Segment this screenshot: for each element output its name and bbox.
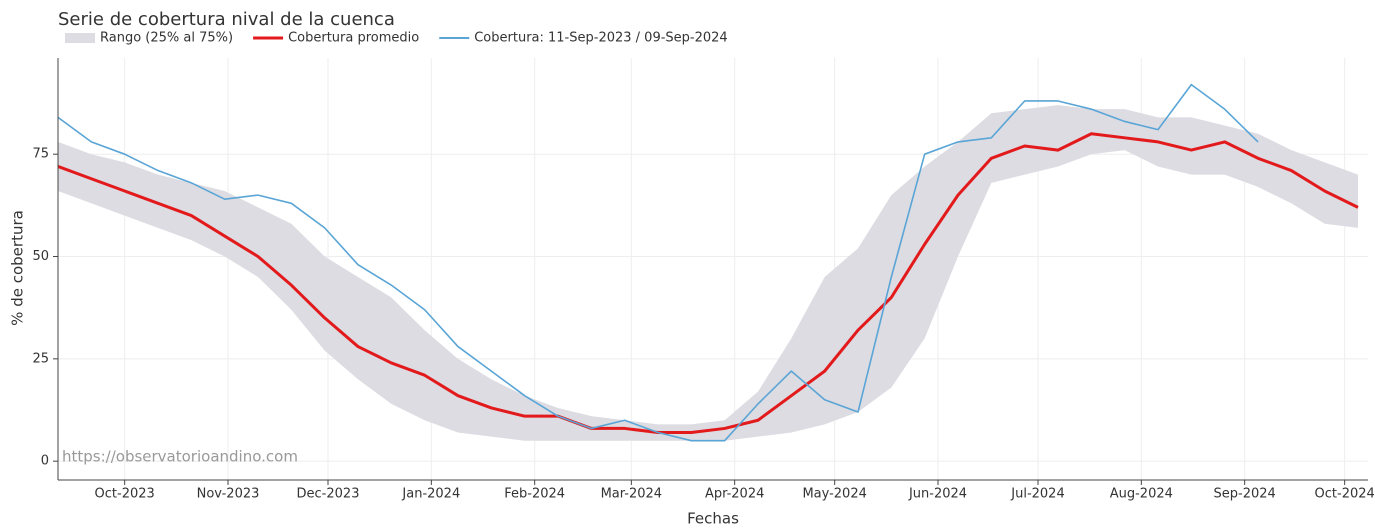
legend-label: Cobertura promedio bbox=[288, 31, 419, 46]
y-tick-label: 0 bbox=[41, 454, 49, 469]
x-tick-label: Dec-2023 bbox=[297, 487, 360, 502]
x-tick-label: Sep-2024 bbox=[1214, 487, 1276, 502]
x-tick-label: Apr-2024 bbox=[705, 487, 764, 502]
x-axis-title: Fechas bbox=[687, 510, 739, 528]
watermark: https://observatorioandino.com bbox=[62, 448, 298, 466]
legend-label: Cobertura: 11-Sep-2023 / 09-Sep-2024 bbox=[474, 31, 727, 46]
x-tick-label: May-2024 bbox=[802, 487, 866, 502]
x-tick-label: Jun-2024 bbox=[908, 487, 967, 502]
legend-swatch bbox=[65, 33, 95, 43]
x-tick-label: Jan-2024 bbox=[401, 487, 460, 502]
x-tick-label: Jul-2024 bbox=[1010, 487, 1064, 502]
x-tick-label: Mar-2024 bbox=[601, 487, 662, 502]
range-band bbox=[58, 105, 1358, 441]
series-line bbox=[57, 132, 1359, 435]
y-tick-label: 25 bbox=[32, 351, 49, 366]
y-tick-label: 50 bbox=[32, 249, 49, 264]
x-tick-label: Nov-2023 bbox=[197, 487, 260, 502]
series-line bbox=[57, 83, 1259, 442]
y-tick-label: 75 bbox=[32, 147, 49, 162]
x-tick-label: Aug-2024 bbox=[1110, 487, 1173, 502]
x-tick-label: Oct-2023 bbox=[95, 487, 155, 502]
legend-label: Rango (25% al 75%) bbox=[100, 31, 233, 46]
chart-title: Serie de cobertura nival de la cuenca bbox=[58, 9, 395, 30]
x-tick-label: Oct-2024 bbox=[1315, 487, 1375, 502]
x-tick-label: Feb-2024 bbox=[504, 487, 565, 502]
y-axis-title: % de cobertura bbox=[9, 210, 27, 326]
